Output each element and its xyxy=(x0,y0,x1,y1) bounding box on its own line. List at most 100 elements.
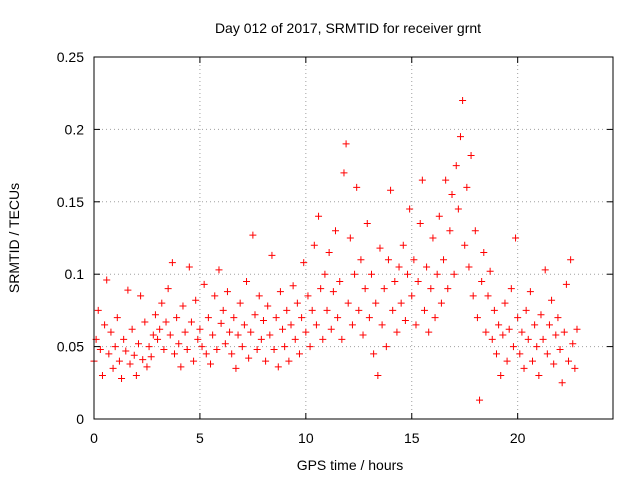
y-tick-label: 0.1 xyxy=(65,266,85,282)
data-point xyxy=(283,306,291,314)
data-point xyxy=(442,176,450,184)
data-point xyxy=(215,266,223,274)
data-point xyxy=(370,350,378,358)
data-point xyxy=(406,205,414,213)
data-point xyxy=(353,183,361,191)
data-point xyxy=(272,314,280,322)
data-point xyxy=(440,256,448,264)
data-point xyxy=(253,345,261,353)
data-point xyxy=(270,345,278,353)
data-point xyxy=(327,325,335,333)
data-point xyxy=(249,231,257,239)
data-point xyxy=(132,372,140,380)
data-point xyxy=(374,372,382,380)
data-point xyxy=(274,363,282,371)
data-point xyxy=(293,299,301,307)
data-point xyxy=(230,314,238,322)
data-point xyxy=(565,357,573,365)
data-point xyxy=(173,314,181,322)
data-point xyxy=(145,343,153,351)
data-point xyxy=(478,277,486,285)
data-point xyxy=(200,280,208,288)
data-point xyxy=(378,321,386,329)
data-point xyxy=(202,350,210,358)
data-point xyxy=(531,321,539,329)
data-point xyxy=(126,360,134,368)
data-point xyxy=(315,212,323,220)
data-point xyxy=(516,350,524,358)
data-point xyxy=(427,285,435,293)
data-point xyxy=(238,343,246,351)
data-point xyxy=(287,321,295,329)
data-point xyxy=(482,328,490,336)
data-point xyxy=(412,321,420,329)
data-point xyxy=(158,299,166,307)
data-point xyxy=(420,306,428,314)
data-point xyxy=(130,351,138,359)
y-tick-label: 0 xyxy=(76,411,84,427)
data-point xyxy=(404,270,412,278)
data-point xyxy=(170,350,178,358)
data-point xyxy=(154,335,162,343)
data-point xyxy=(355,306,363,314)
data-point xyxy=(526,288,534,296)
x-axis-label: GPS time / hours xyxy=(297,457,404,473)
data-point xyxy=(243,277,251,285)
data-point xyxy=(96,345,104,353)
data-point xyxy=(213,345,221,353)
data-point xyxy=(160,345,168,353)
data-point xyxy=(344,299,352,307)
data-point xyxy=(295,350,303,358)
data-point xyxy=(545,321,553,329)
data-point xyxy=(259,317,267,325)
data-point xyxy=(571,364,579,372)
data-point xyxy=(319,335,327,343)
data-point xyxy=(408,292,416,300)
data-point xyxy=(228,350,236,358)
data-point xyxy=(194,335,202,343)
data-point xyxy=(103,276,111,284)
data-point xyxy=(308,306,316,314)
data-point xyxy=(437,299,445,307)
data-point xyxy=(554,314,562,322)
data-point xyxy=(541,266,549,274)
data-point xyxy=(166,331,174,339)
data-point xyxy=(147,353,155,361)
data-point xyxy=(539,335,547,343)
data-point xyxy=(143,363,151,371)
data-point xyxy=(567,256,575,264)
data-point xyxy=(306,343,314,351)
data-point xyxy=(211,292,219,300)
data-point xyxy=(476,396,484,404)
data-point xyxy=(232,364,240,372)
data-point xyxy=(113,314,121,322)
data-point xyxy=(310,241,318,249)
y-axis-label: SRMTID / TECUs xyxy=(6,183,22,293)
data-point xyxy=(425,328,433,336)
ticks-layer: 0 0.05 0.1 0.15 0.2 0.25 0 5 10 15 20 xyxy=(57,49,613,446)
data-point xyxy=(325,248,333,256)
data-point xyxy=(499,331,507,339)
y-tick-label: 0.05 xyxy=(57,339,84,355)
data-point xyxy=(298,314,306,322)
data-point xyxy=(509,343,517,351)
data-point xyxy=(187,318,195,326)
data-point xyxy=(331,227,339,235)
data-point xyxy=(276,288,284,296)
data-point xyxy=(414,277,422,285)
data-point xyxy=(120,335,128,343)
data-point xyxy=(463,183,471,191)
data-point xyxy=(446,227,454,235)
points-layer xyxy=(90,96,581,404)
data-point xyxy=(109,364,117,372)
data-point xyxy=(245,354,253,362)
data-point xyxy=(363,220,371,228)
data-point xyxy=(181,328,189,336)
data-point xyxy=(285,357,293,365)
data-point xyxy=(338,335,346,343)
data-point xyxy=(196,325,204,333)
data-point xyxy=(505,325,513,333)
data-point xyxy=(410,256,418,264)
data-point xyxy=(105,350,113,358)
data-point xyxy=(219,306,227,314)
